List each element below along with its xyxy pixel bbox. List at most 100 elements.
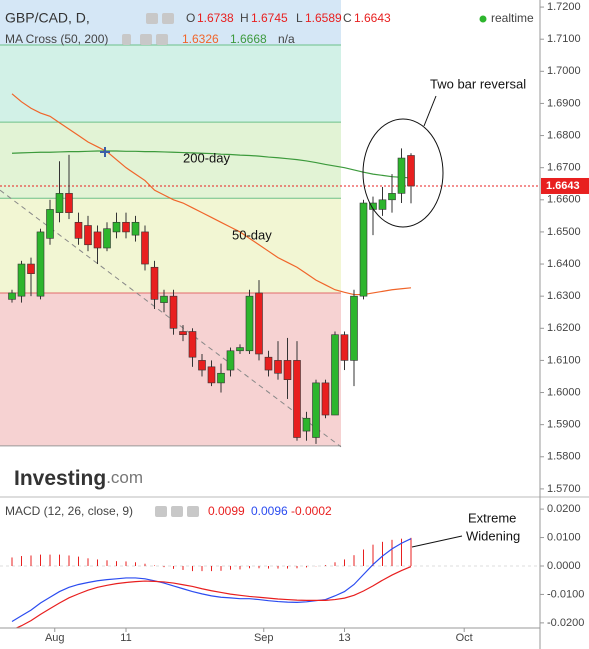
candle-body	[293, 360, 301, 438]
candle-body	[255, 292, 263, 355]
candle-body	[264, 356, 273, 371]
y-tick-label: 1.6700	[547, 162, 581, 174]
ohlc-value: 1.6589	[305, 11, 342, 25]
candle-body	[378, 199, 387, 210]
last-price-box	[541, 177, 589, 194]
ohlc-value: 1.6738	[197, 11, 234, 25]
candle-body	[217, 372, 225, 384]
ma-label: 200-day	[183, 150, 230, 165]
candle-body	[321, 382, 330, 416]
logo-main: Investing	[14, 467, 106, 490]
y-tick-label: 1.5700	[547, 483, 581, 495]
ma-na: n/a	[278, 32, 295, 46]
candle-body	[245, 295, 254, 352]
macd-line	[14, 566, 412, 628]
price-pane	[0, 0, 540, 448]
candle-body	[112, 221, 121, 233]
overlay: GBP/CAD, D, O 1.6738 H 1.6745 L 1.6589 C…	[5, 10, 534, 548]
candle-body	[169, 295, 178, 329]
candle-body	[331, 334, 339, 416]
candle-body	[179, 331, 187, 336]
cross-marker	[100, 147, 110, 157]
y-tick-label: 1.7200	[547, 1, 581, 13]
annotation-pointer	[423, 95, 437, 127]
candle-body	[46, 209, 54, 239]
candle-body	[350, 295, 358, 361]
ohlc-value: 1.6745	[251, 11, 288, 25]
x-tick-label: 11	[120, 632, 131, 644]
y-tick-label: -0.0100	[547, 588, 584, 600]
ma-value: 1.6326	[182, 32, 219, 46]
y-tick-label: 1.6000	[547, 386, 581, 398]
ma-value: 1.6668	[230, 32, 267, 46]
candle-body	[226, 350, 235, 371]
ma-line	[11, 93, 412, 296]
fib-zone	[0, 122, 341, 199]
macd-value: 0.0099	[208, 504, 245, 518]
candle-body	[283, 360, 292, 380]
y-tick-label: 1.6500	[547, 226, 581, 238]
y-tick-label: 0.0200	[547, 503, 581, 515]
x-tick-label: 13	[338, 632, 350, 644]
ohlc-letter: L	[296, 11, 303, 25]
reversal-ellipse	[362, 118, 444, 228]
macd-line	[11, 538, 412, 622]
ma-label: 50-day	[232, 227, 272, 242]
y-tick-label: 1.5900	[547, 419, 581, 431]
macd-value: 0.0096	[251, 504, 288, 518]
realtime-label: realtime	[491, 11, 534, 25]
y-tick-label: -0.0200	[547, 617, 584, 629]
candle-body	[302, 417, 311, 432]
symbol-title: GBP/CAD, D,	[5, 10, 90, 26]
logo-suffix: .com	[106, 468, 143, 487]
header-icons	[122, 13, 199, 517]
candle-body	[188, 331, 197, 358]
candle-body	[359, 202, 368, 297]
annotation: Two bar reversal	[430, 76, 526, 91]
y-tick-label: 1.7000	[547, 65, 581, 77]
y-tick-label: 0.0100	[547, 531, 581, 543]
candle-body	[65, 193, 73, 213]
y-tick-label: 1.6100	[547, 354, 581, 366]
candle-body	[236, 347, 244, 352]
annotation-pointer	[411, 535, 463, 548]
logo: Investing.com	[14, 467, 143, 490]
candle-body	[27, 263, 35, 274]
candle-body	[74, 221, 83, 239]
candle-body	[84, 225, 92, 246]
macd-pane	[0, 537, 540, 628]
annotation: Widening	[466, 528, 520, 543]
x-tick-label: Aug	[45, 632, 65, 644]
last-price-label: 1.6643	[546, 180, 580, 192]
candle-body	[150, 266, 159, 300]
y-tick-label: 1.6800	[547, 129, 581, 141]
candle-body	[207, 366, 216, 384]
y-tick-label: 1.6400	[547, 258, 581, 270]
y-tick-label: 1.6600	[547, 194, 581, 206]
ohlc-letter: H	[240, 11, 249, 25]
candle-body	[55, 193, 64, 213]
trendline	[0, 189, 342, 448]
x-tick-label: Sep	[254, 632, 274, 644]
y-tick-label: 1.6300	[547, 290, 581, 302]
ma-title: MA Cross (50, 200)	[5, 32, 108, 46]
ma-line	[11, 150, 412, 179]
y-tick-label: 1.6200	[547, 322, 581, 334]
candle-body	[274, 360, 282, 374]
candle-body	[93, 231, 102, 249]
realtime-dot	[479, 15, 487, 23]
candle-body	[36, 231, 45, 297]
candle-body	[122, 221, 130, 233]
candle-body	[198, 360, 206, 371]
macd-title: MACD (12, 26, close, 9)	[5, 504, 133, 518]
candle-body	[8, 292, 16, 300]
candle-body	[131, 221, 140, 236]
ohlc-letter: O	[186, 11, 195, 25]
y-tick-label: 1.5800	[547, 451, 581, 463]
candle-body	[312, 382, 320, 438]
ohlc-value: 1.6643	[354, 11, 391, 25]
y-tick-label: 1.6900	[547, 97, 581, 109]
candle-body	[388, 193, 396, 201]
x-tick-label: Oct	[456, 632, 473, 644]
